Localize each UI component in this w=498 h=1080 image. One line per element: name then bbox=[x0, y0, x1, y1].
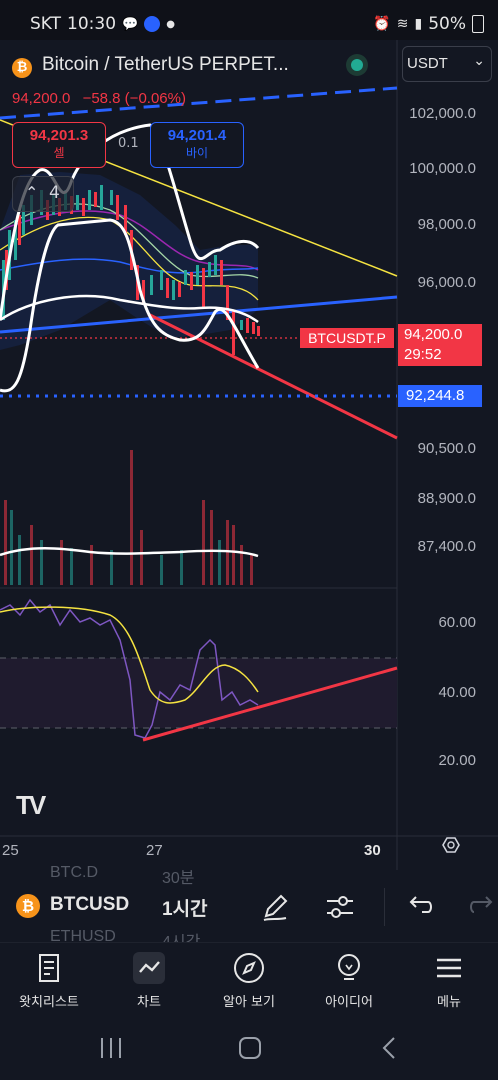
market-status-icon bbox=[346, 54, 368, 76]
bollinger-mid bbox=[0, 294, 259, 324]
price-axis-label: 102,000.0 bbox=[409, 105, 476, 122]
redo-icon[interactable] bbox=[466, 890, 498, 924]
buy-button[interactable]: 94,201.4 바이 bbox=[150, 122, 244, 168]
nav-explore[interactable]: 알아 보기 bbox=[204, 951, 294, 1010]
chevron-up-icon: ⌃ bbox=[25, 183, 39, 202]
rsi-axis-label: 60.00 bbox=[438, 614, 476, 631]
buy-label: 바이 bbox=[185, 146, 209, 160]
indicators-toggle-button[interactable]: ⌃ 4 bbox=[12, 176, 74, 212]
bulb-icon bbox=[338, 954, 360, 980]
price-change: −58.8 (−0.06%) bbox=[82, 90, 186, 107]
notification-icon: 💬 bbox=[122, 16, 139, 32]
last-price: 94,200.0 bbox=[12, 90, 71, 107]
time-axis-label: 30 bbox=[364, 842, 381, 859]
time-axis-label: 25 bbox=[2, 842, 19, 859]
back-icon[interactable] bbox=[378, 1034, 402, 1062]
wifi-icon: ≋ bbox=[396, 16, 409, 32]
indicators-icon[interactable] bbox=[323, 890, 357, 924]
currency-label: USDT bbox=[407, 55, 448, 72]
nav-label: 왓치리스트 bbox=[19, 995, 79, 1010]
recent-apps-icon[interactable] bbox=[96, 1034, 126, 1062]
home-icon[interactable] bbox=[236, 1034, 264, 1062]
bitcoin-coin-icon: ₿ bbox=[16, 894, 40, 918]
chart-canvas[interactable] bbox=[0, 40, 498, 870]
nav-chart[interactable]: 차트 bbox=[104, 951, 194, 1010]
bottom-navigation: 왓치리스트 차트 알아 보기 아이디어 메뉴 bbox=[0, 942, 498, 1021]
sell-label: 셀 bbox=[53, 146, 65, 160]
undo-icon[interactable] bbox=[402, 890, 436, 924]
battery-icon bbox=[472, 15, 484, 33]
blue-trendline bbox=[0, 295, 398, 334]
nav-label: 차트 bbox=[137, 995, 161, 1010]
battery-level: 50% bbox=[428, 14, 466, 34]
dot-icon: ● bbox=[166, 18, 175, 30]
chart-svg[interactable] bbox=[0, 40, 498, 870]
time-axis-label: 27 bbox=[146, 842, 163, 859]
volume-bars bbox=[4, 450, 253, 585]
prev-timeframe: 30분 bbox=[162, 870, 195, 887]
bitcoin-logo-icon: ₿ bbox=[12, 58, 32, 78]
price-axis-label: 88,900.0 bbox=[417, 490, 476, 507]
nav-watchlist[interactable]: 왓치리스트 bbox=[4, 951, 94, 1010]
rsi-axis-label: 20.00 bbox=[438, 752, 476, 769]
buy-price: 94,201.4 bbox=[167, 127, 227, 144]
prev-symbol: BTC.D bbox=[50, 864, 98, 881]
symbol-header[interactable]: ₿ Bitcoin / TetherUS PERPET... bbox=[0, 42, 398, 90]
symbol-picker[interactable]: BTCUSD bbox=[50, 894, 130, 915]
bollinger-fill bbox=[0, 172, 258, 350]
alarm-icon: ⏰ bbox=[373, 16, 391, 32]
red-trendline bbox=[147, 312, 398, 440]
price-axis-label: 100,000.0 bbox=[409, 160, 476, 177]
nav-label: 알아 보기 bbox=[223, 995, 275, 1010]
carrier: SKT bbox=[30, 14, 62, 34]
bollinger-lower bbox=[0, 218, 260, 393]
clock: 10:30 bbox=[67, 14, 117, 34]
nav-label: 아이디어 bbox=[325, 995, 373, 1010]
currency-selector[interactable]: USDT ⌄ bbox=[402, 46, 492, 82]
system-navigation-bar bbox=[0, 1020, 498, 1080]
dashed-trendline bbox=[0, 86, 398, 120]
chevron-down-icon: ⌄ bbox=[473, 53, 485, 69]
signal-icon: ▮ bbox=[414, 16, 423, 32]
toolbar-divider bbox=[384, 888, 385, 926]
sell-price: 94,201.3 bbox=[29, 127, 89, 144]
sell-button[interactable]: 94,201.3 셀 bbox=[12, 122, 106, 168]
next-symbol: ETHUSD bbox=[50, 928, 116, 945]
nav-ideas[interactable]: 아이디어 bbox=[304, 951, 394, 1010]
nav-menu[interactable]: 메뉴 bbox=[404, 951, 494, 1010]
current-price-value: 94,200.0 bbox=[404, 326, 463, 343]
app-icon bbox=[144, 16, 161, 32]
chart-toolbar: BTC.D 30분 ₿ BTCUSD 1시간 ETHUSD 4시간 bbox=[0, 864, 498, 951]
menu-icon bbox=[437, 958, 461, 978]
rsi-trendline bbox=[142, 666, 398, 742]
price-axis-label: 98,000.0 bbox=[417, 216, 476, 233]
timeframe-picker[interactable]: 1시간 bbox=[162, 899, 208, 920]
ticker-price-tag: BTCUSDT.P bbox=[300, 328, 394, 348]
price-line: 94,200.0 −58.8 (−0.06%) bbox=[12, 90, 186, 107]
watchlist-icon bbox=[39, 954, 59, 982]
price-axis-label: 90,500.0 bbox=[417, 440, 476, 457]
compass-icon bbox=[234, 953, 264, 983]
rsi-axis-label: 40.00 bbox=[438, 684, 476, 701]
bar-countdown: 29:52 bbox=[404, 346, 442, 363]
symbol-title[interactable]: Bitcoin / TetherUS PERPET... bbox=[42, 54, 289, 75]
current-price-tag: 94,200.0 29:52 bbox=[398, 324, 482, 366]
spread-value: 0.1 bbox=[118, 136, 139, 151]
chart-icon bbox=[133, 952, 165, 984]
price-axis-label: 87,400.0 bbox=[417, 538, 476, 555]
indicator-count: 4 bbox=[49, 183, 60, 203]
pencil-icon[interactable] bbox=[258, 890, 292, 924]
tradingview-logo[interactable]: TV bbox=[16, 790, 46, 820]
price-axis-label: 96,000.0 bbox=[417, 274, 476, 291]
blue-line-price-tag: 92,244.8 bbox=[398, 385, 482, 407]
chart-settings-icon[interactable] bbox=[442, 837, 460, 853]
nav-label: 메뉴 bbox=[437, 995, 461, 1010]
rsi-ma bbox=[0, 606, 259, 704]
volume-ma bbox=[0, 547, 259, 558]
